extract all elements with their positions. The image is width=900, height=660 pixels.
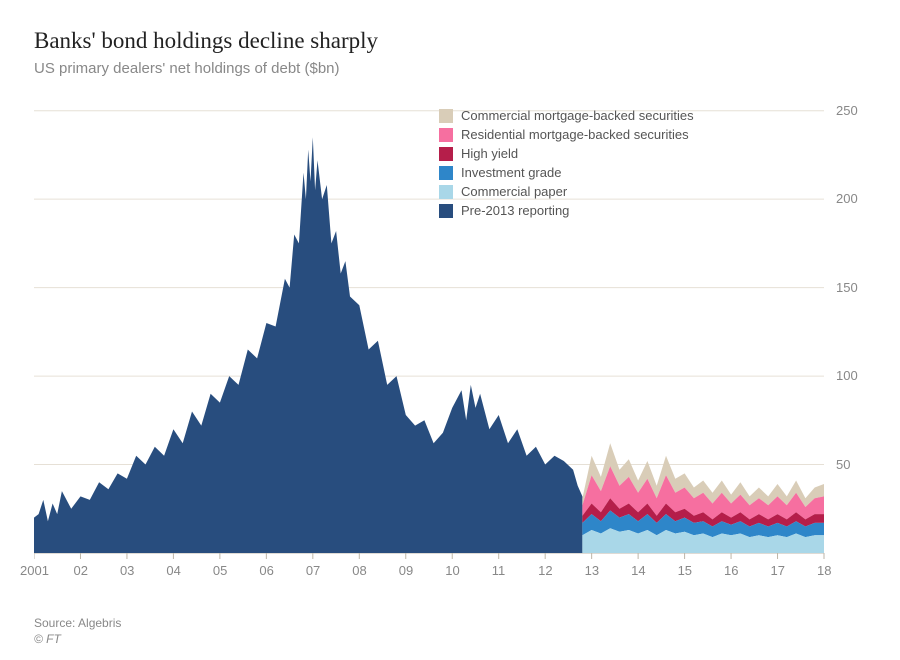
x-tick-label: 10 (445, 563, 459, 578)
x-tick-label: 13 (585, 563, 599, 578)
x-tick-label: 2001 (20, 563, 49, 578)
x-tick-label: 17 (771, 563, 785, 578)
x-tick-label: 03 (120, 563, 134, 578)
legend-item: Residential mortgage-backed securities (439, 127, 694, 142)
legend-swatch (439, 185, 453, 199)
legend-label: Pre-2013 reporting (461, 203, 569, 218)
chart-source: Source: Algebris (34, 616, 121, 630)
legend-label: Residential mortgage-backed securities (461, 127, 689, 142)
legend-swatch (439, 128, 453, 142)
legend-swatch (439, 147, 453, 161)
chart-plot-area: 5010015020025020010203040506070809101112… (34, 93, 874, 581)
x-tick-label: 05 (213, 563, 227, 578)
legend-label: High yield (461, 146, 518, 161)
x-tick-label: 15 (678, 563, 692, 578)
legend: Commercial mortgage-backed securities Res… (439, 108, 694, 222)
legend-label: Commercial mortgage-backed securities (461, 108, 694, 123)
y-tick-label: 50 (836, 457, 850, 472)
legend-label: Investment grade (461, 165, 561, 180)
y-tick-label: 100 (836, 368, 858, 383)
legend-item: Commercial paper (439, 184, 694, 199)
chart-subtitle: US primary dealers' net holdings of debt… (34, 60, 866, 77)
y-tick-label: 250 (836, 103, 858, 118)
legend-item: Pre-2013 reporting (439, 203, 694, 218)
x-tick-label: 04 (166, 563, 180, 578)
x-tick-label: 16 (724, 563, 738, 578)
legend-label: Commercial paper (461, 184, 567, 199)
x-tick-label: 08 (352, 563, 366, 578)
x-tick-label: 09 (399, 563, 413, 578)
x-tick-label: 18 (817, 563, 831, 578)
chart-credit: © FT (34, 632, 61, 646)
legend-swatch (439, 109, 453, 123)
y-tick-label: 200 (836, 191, 858, 206)
legend-swatch (439, 204, 453, 218)
x-tick-label: 06 (259, 563, 273, 578)
chart-container: Banks' bond holdings decline sharply US … (0, 0, 900, 660)
legend-swatch (439, 166, 453, 180)
legend-item: High yield (439, 146, 694, 161)
x-tick-label: 07 (306, 563, 320, 578)
legend-item: Investment grade (439, 165, 694, 180)
legend-item: Commercial mortgage-backed securities (439, 108, 694, 123)
x-tick-label: 12 (538, 563, 552, 578)
x-tick-label: 02 (73, 563, 87, 578)
y-tick-label: 150 (836, 280, 858, 295)
chart-title: Banks' bond holdings decline sharply (34, 28, 866, 54)
x-tick-label: 14 (631, 563, 645, 578)
x-tick-label: 11 (492, 563, 506, 578)
